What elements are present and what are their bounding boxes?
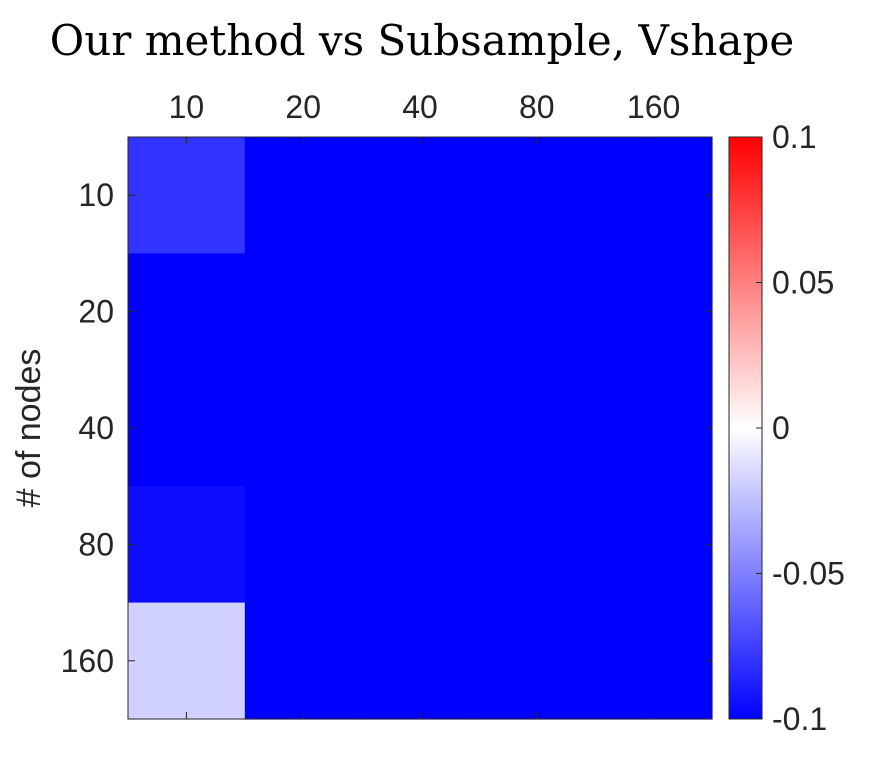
heatmap-cell	[595, 253, 713, 371]
heatmap-cell	[361, 369, 479, 487]
heatmap-cell	[244, 602, 363, 720]
colorbar-tick-label: -0.05	[772, 556, 845, 592]
heatmap-cell	[478, 486, 596, 604]
heatmap-cell	[361, 602, 479, 720]
x-tick-label: 20	[285, 89, 321, 125]
colorbar-tick-label: 0.05	[772, 265, 834, 301]
x-axis-ticks: 10 20 40 80 160	[169, 89, 680, 719]
y-tick-label: 160	[61, 643, 114, 679]
x-tick-label: 160	[627, 89, 680, 125]
heatmap-cell	[244, 486, 363, 604]
heatmap-cell	[361, 486, 479, 604]
x-tick-label: 10	[169, 89, 205, 125]
colorbar-tick-label: -0.1	[772, 701, 827, 737]
heatmap-cell	[128, 602, 246, 720]
heatmap-cell	[244, 137, 363, 254]
heatmap-cell	[478, 253, 596, 371]
colorbar-tick-label: 0.1	[772, 119, 816, 155]
heatmap-cells	[128, 137, 713, 720]
heatmap-cell	[128, 369, 246, 487]
heatmap-cell	[361, 253, 479, 371]
y-tick-label: 80	[78, 526, 114, 562]
heatmap-cell	[361, 137, 479, 254]
heatmap-cell	[478, 602, 596, 720]
x-tick-label: 80	[519, 89, 555, 125]
heatmap-cell	[244, 369, 363, 487]
y-axis-label: # of nodes	[10, 349, 48, 508]
heatmap-cell	[595, 602, 713, 720]
chart-title: Our method vs Subsample, Vshape	[50, 16, 794, 65]
colorbar-ticks: 0.1 0.05 0 -0.05 -0.1	[756, 119, 845, 737]
heatmap-cell	[595, 137, 713, 254]
heatmap-cell	[244, 253, 363, 371]
heatmap-cell	[128, 486, 246, 604]
heatmap-cell	[595, 369, 713, 487]
y-tick-label: 20	[78, 294, 114, 330]
colorbar-tick-label: 0	[772, 410, 790, 446]
y-tick-label: 10	[78, 177, 114, 213]
y-tick-label: 40	[78, 410, 114, 446]
heatmap-cell	[128, 137, 246, 254]
heatmap-cell	[478, 137, 596, 254]
heatmap-cell	[478, 369, 596, 487]
y-axis-ticks: 10 20 40 80 160	[61, 177, 712, 679]
heatmap-cell	[128, 253, 246, 371]
x-tick-label: 40	[402, 89, 438, 125]
heatmap-cell	[595, 486, 713, 604]
